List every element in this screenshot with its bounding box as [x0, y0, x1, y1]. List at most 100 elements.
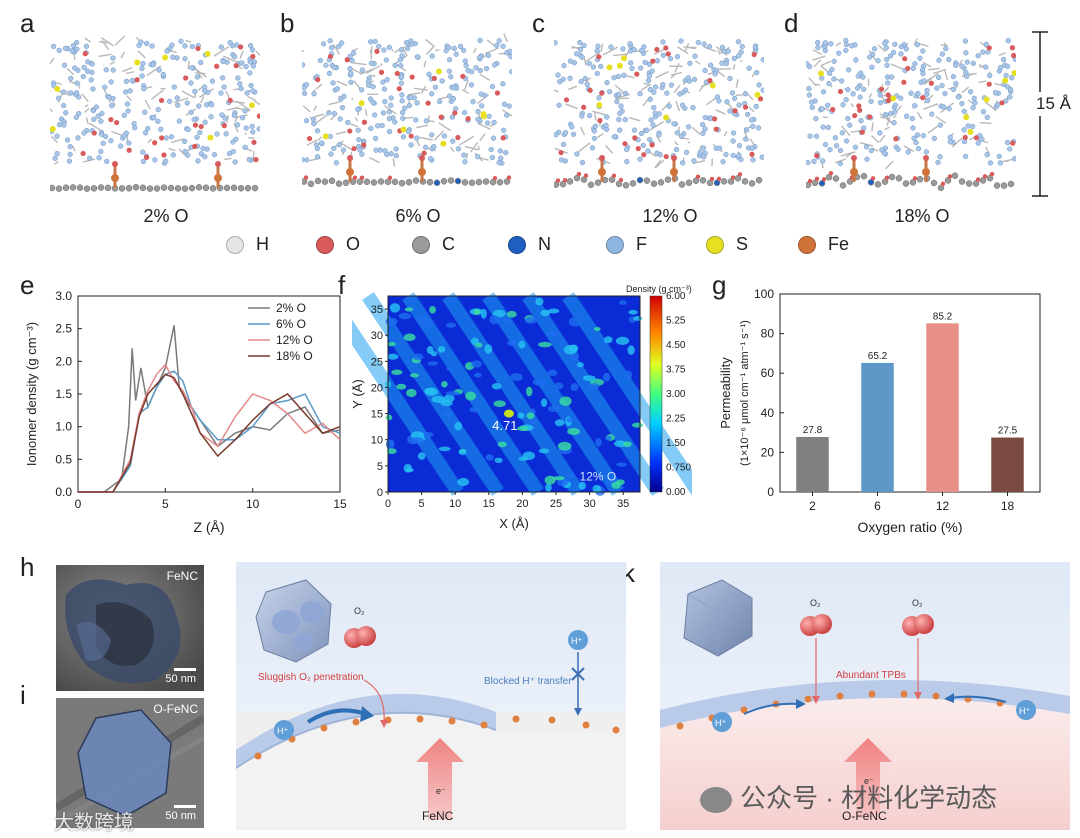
x-tick-label: 25 — [550, 498, 562, 510]
density-band — [522, 292, 664, 496]
density-blob — [602, 372, 611, 382]
md-caption-12: 12% O — [642, 206, 698, 226]
x-tick-label: 10 — [449, 498, 461, 510]
density-blob — [411, 431, 425, 440]
x-tick-label: 5 — [162, 497, 169, 511]
y-axis-label: Ionomer density (g cm⁻³) — [24, 322, 39, 466]
density-blob — [563, 344, 578, 355]
carbon-substrate — [50, 161, 259, 192]
density-blob — [484, 344, 493, 354]
density-blob — [557, 441, 572, 451]
bar-value-label: 85.2 — [933, 311, 953, 322]
y-tick-label: 0.5 — [55, 452, 72, 466]
density-blob — [552, 476, 565, 481]
density-blob — [403, 333, 416, 342]
density-blob — [566, 473, 574, 478]
density-blob — [615, 336, 630, 345]
bar — [796, 436, 829, 492]
density-blob — [443, 394, 455, 403]
y-tick-label: 20 — [761, 445, 775, 459]
y-tick-label: 1.0 — [55, 420, 72, 434]
hplus-right-label-k: H⁺ — [1019, 706, 1030, 716]
tem-scalebar-ofenc: 50 nm — [165, 805, 196, 822]
density-blob — [429, 306, 436, 314]
ionomer-cloud — [806, 37, 1016, 170]
colorbar-tick-label: 1.50 — [666, 438, 686, 449]
legend-o: O — [316, 234, 360, 255]
o2-molecule-b-icon — [902, 614, 934, 636]
density-blob — [592, 484, 602, 494]
md-caption-6: 6% O — [395, 206, 441, 226]
atom-f-icon — [606, 236, 624, 255]
density-blob — [446, 366, 454, 371]
density-blob — [385, 414, 393, 421]
colorbar-tick-label: 5.25 — [666, 316, 686, 327]
density-blob — [518, 340, 526, 349]
x-tick-label: 15 — [483, 498, 495, 510]
density-blob — [441, 381, 448, 388]
colorbar-tick-label: 2.25 — [666, 414, 686, 425]
hplus-left-label: H⁺ — [277, 726, 288, 736]
panel-label-d: d — [784, 8, 799, 38]
density-blob — [540, 309, 551, 317]
ofenc-particle-icon — [683, 579, 753, 657]
legend-label: 18% O — [276, 349, 313, 363]
legend-s: S — [706, 234, 748, 255]
density-blob — [570, 383, 579, 391]
plot-frame — [387, 295, 641, 493]
panel-label-g: g — [712, 270, 727, 300]
density-blob — [417, 452, 426, 460]
y-tick-label: 30 — [371, 330, 383, 342]
md-caption-2: 2% O — [143, 206, 189, 226]
x-tick-label: 2 — [809, 499, 816, 513]
bigdata-watermark: 大数跨境 — [8, 806, 134, 835]
y-tick-label: 60 — [761, 366, 775, 380]
density-blob — [532, 378, 546, 386]
y-tick-label: 80 — [761, 327, 775, 341]
x-tick-label: 30 — [583, 498, 595, 510]
density-blob — [530, 419, 538, 425]
panel-label-c: c — [532, 8, 545, 38]
density-blob — [445, 322, 457, 328]
tem-label-fenc: FeNC — [166, 569, 198, 583]
density-blob — [421, 319, 434, 328]
density-blob — [410, 437, 424, 444]
density-blob — [526, 412, 535, 420]
series-line — [78, 363, 341, 493]
density-blob — [627, 345, 635, 355]
density-blob — [506, 310, 517, 318]
y-tick-label: 0 — [767, 485, 774, 499]
atom-s-icon — [706, 236, 724, 255]
series-line — [78, 373, 341, 493]
x-axis-label: Z (Å) — [193, 519, 224, 535]
density-blob — [517, 412, 525, 419]
density-blob — [398, 312, 412, 320]
density-blob — [623, 441, 632, 448]
wechat-icon — [700, 787, 732, 814]
density-blob — [611, 481, 621, 489]
y-tick-label: 15 — [371, 409, 383, 421]
legend-n: N — [508, 234, 551, 255]
bar-value-label: 65.2 — [868, 351, 888, 362]
y-axis-unit: (1×10⁻⁶ μmol cm⁻¹ atm⁻¹ s⁻¹) — [739, 320, 751, 466]
density-blob — [547, 405, 560, 412]
density-blob — [540, 398, 548, 408]
density-blob — [386, 448, 397, 455]
panel-label-f: f — [338, 270, 346, 300]
o2-label-a: O₂ — [810, 598, 821, 608]
md-snapshot-2 — [50, 32, 260, 202]
colorbar-tick-label: 0.750 — [666, 463, 691, 474]
md-caption-18: 18% O — [894, 206, 950, 226]
panel-label-e: e — [20, 270, 35, 300]
density-blob — [593, 326, 601, 332]
colorbar-tick-label: 6.00 — [666, 291, 686, 302]
colorbar-tick-label: 3.00 — [666, 389, 686, 400]
density-blob — [387, 341, 396, 347]
density-blob — [547, 369, 558, 377]
density-blob — [619, 300, 627, 305]
md-snapshot-12 — [554, 32, 764, 202]
density-blob — [616, 462, 627, 467]
colorbar — [649, 295, 663, 493]
atom-h-icon — [226, 236, 244, 255]
density-blob — [406, 388, 417, 398]
